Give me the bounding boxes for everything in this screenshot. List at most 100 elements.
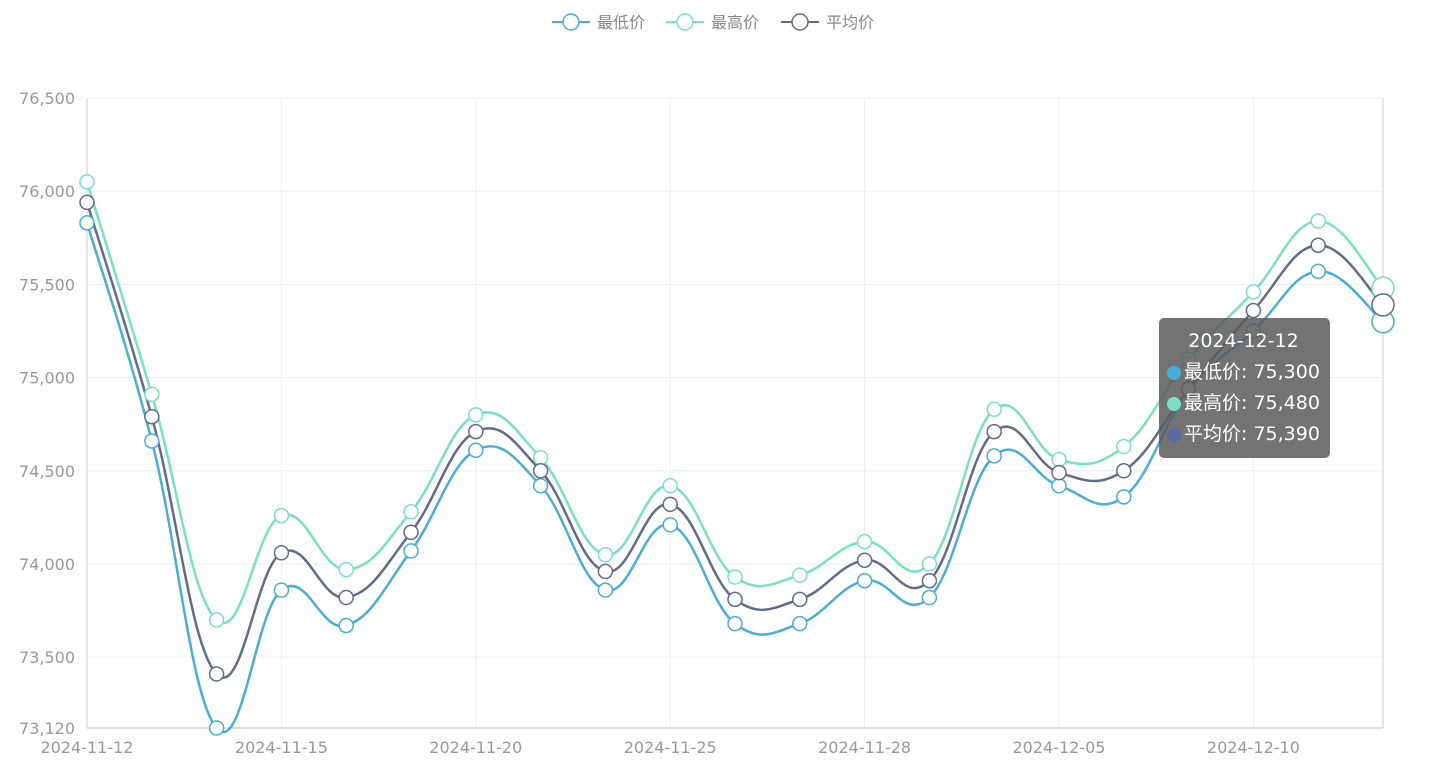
data-point	[662, 496, 678, 513]
tooltip-row-low: 最低价: 75,300	[1167, 357, 1320, 388]
data-point	[921, 573, 938, 589]
y-tick-label: 76,000	[19, 182, 75, 201]
series-line	[85, 202, 1384, 679]
data-point	[338, 589, 354, 606]
legend-label: 最高价	[711, 13, 759, 32]
data-point	[597, 582, 614, 598]
data-point	[1245, 302, 1262, 319]
legend-label: 最低价	[597, 13, 645, 32]
series-color-dot	[1167, 396, 1181, 411]
data-point	[986, 423, 1002, 440]
data-point	[856, 533, 873, 550]
data-point	[338, 561, 354, 578]
axis-layer: 73,120 73,500 74,000 74,500 75,000 75,500 76,0…	[19, 89, 1384, 757]
data-point	[208, 720, 225, 736]
data-point	[79, 174, 95, 190]
x-tick-label: 2024-12-05	[1013, 738, 1106, 757]
data-point	[403, 543, 419, 559]
legend-item: 最低价	[552, 13, 645, 32]
data-point	[273, 545, 290, 561]
data-point	[1310, 237, 1326, 253]
x-tick-label: 2024-11-15	[235, 738, 328, 757]
x-tick-label: 2024-11-20	[429, 738, 522, 757]
data-point	[1245, 284, 1262, 300]
data-point	[1371, 293, 1395, 317]
y-tick-label: 75,000	[19, 369, 75, 388]
data-point	[727, 569, 743, 585]
x-tick-label: 2024-11-28	[818, 738, 911, 757]
data-point	[208, 666, 225, 682]
data-point	[662, 517, 678, 533]
x-tick-label: 2024-11-25	[624, 738, 717, 757]
data-point	[662, 477, 678, 494]
data-point	[403, 504, 419, 520]
data-point	[921, 556, 938, 572]
data-point	[856, 552, 873, 568]
data-point	[468, 423, 484, 440]
y-tick-label: 75,500	[19, 275, 75, 294]
tooltip-row-label: 平均价: 75,390	[1184, 423, 1320, 445]
tooltip-row-label: 最低价: 75,300	[1184, 361, 1320, 383]
data-point	[338, 617, 354, 634]
y-tick-label: 76,500	[19, 89, 75, 108]
data-point	[1051, 451, 1067, 468]
grid-layer	[86, 97, 1383, 729]
data-point	[79, 215, 95, 231]
x-tick-label: 2024-12-10	[1207, 738, 1300, 757]
tooltip: 2024-12-12 最低价: 75,300 最高价: 75,480 平均价: …	[1159, 318, 1330, 458]
data-point	[597, 546, 614, 563]
data-point	[532, 477, 549, 494]
tooltip-title: 2024-12-12	[1188, 330, 1299, 352]
data-point	[1051, 464, 1067, 481]
data-point	[986, 401, 1002, 418]
tooltip-row-high: 最高价: 75,480	[1167, 388, 1320, 419]
data-point	[986, 448, 1002, 464]
data-point	[79, 194, 95, 211]
series-color-dot	[1167, 365, 1181, 380]
data-point	[144, 433, 160, 449]
legend-item: 平均价	[781, 13, 874, 32]
data-point	[532, 463, 549, 479]
data-point	[1116, 463, 1132, 479]
tooltip-row-avg: 平均价: 75,390	[1167, 419, 1320, 450]
tooltip-row-label: 最高价: 75,480	[1184, 392, 1320, 414]
data-point	[468, 407, 484, 423]
data-point	[792, 615, 808, 632]
legend-marker-icon	[562, 13, 580, 31]
y-tick-label: 73,500	[19, 648, 75, 667]
series-line	[85, 181, 1384, 625]
data-point	[1310, 263, 1326, 280]
data-point	[1116, 489, 1132, 505]
data-point	[273, 507, 290, 524]
data-point	[856, 573, 873, 589]
legend-label: 平均价	[826, 13, 874, 32]
data-point	[727, 615, 743, 632]
data-point	[532, 449, 549, 466]
legend-marker-icon	[676, 13, 694, 31]
data-point	[792, 591, 808, 608]
data-point	[208, 612, 225, 628]
legend-marker-icon	[791, 13, 809, 31]
data-point	[273, 582, 290, 598]
data-point	[144, 408, 160, 425]
data-point	[921, 589, 938, 606]
data-point	[792, 567, 808, 583]
data-point	[468, 442, 484, 459]
x-tick-label: 2024-11-12	[41, 738, 134, 757]
series-layer	[79, 174, 1395, 736]
data-point	[1310, 213, 1326, 229]
y-tick-label: 74,000	[19, 555, 75, 574]
series-color-dot	[1167, 427, 1181, 442]
legend-item: 最高价	[666, 13, 759, 32]
data-point	[403, 524, 419, 541]
data-point	[1051, 477, 1067, 494]
y-tick-label: 74,500	[19, 462, 75, 481]
data-point	[597, 563, 614, 580]
data-point	[1116, 438, 1132, 455]
y-tick-label: 73,120	[19, 719, 75, 738]
data-point	[144, 386, 160, 403]
data-point	[727, 591, 743, 608]
legend: 最低价 最高价 平均价	[552, 13, 874, 32]
